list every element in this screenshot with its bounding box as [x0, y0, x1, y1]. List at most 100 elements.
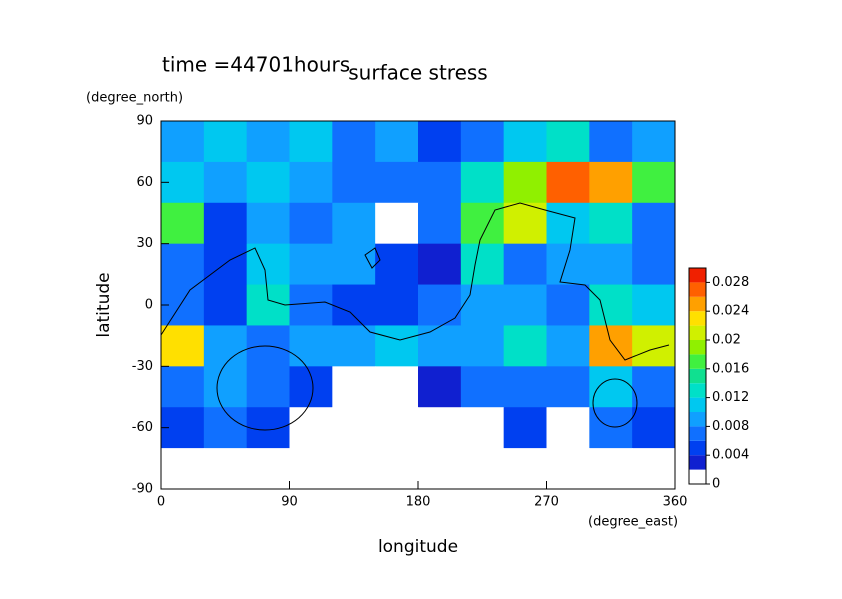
cell	[203, 448, 248, 490]
cell	[632, 202, 676, 245]
chart-title: surface stress	[348, 61, 487, 85]
cell	[546, 325, 590, 367]
colorbar-swatch	[689, 340, 706, 355]
colorbar-swatch	[689, 469, 706, 484]
colorbar-tick-label: 0.028	[712, 275, 749, 290]
colorbar-swatch	[689, 325, 706, 340]
cell	[246, 161, 290, 204]
cell	[332, 325, 376, 367]
cell	[632, 121, 676, 163]
cell	[460, 448, 505, 490]
y-tick-label: 60	[136, 175, 153, 190]
x-tick-label: 360	[663, 495, 688, 510]
x-unit: (degree_east)	[588, 515, 678, 530]
cell	[246, 407, 290, 449]
colorbar-swatch	[689, 426, 706, 441]
cell	[418, 284, 462, 326]
cell	[289, 243, 333, 286]
cell	[632, 366, 676, 408]
colorbar-swatch	[689, 368, 706, 384]
colorbar-tick-label: 0	[712, 477, 720, 492]
cell	[203, 202, 248, 245]
cell	[203, 243, 248, 286]
cell	[332, 448, 376, 490]
cell	[589, 448, 633, 490]
x-axis-label: longitude	[378, 537, 458, 557]
cell	[332, 366, 376, 408]
cell	[503, 202, 547, 245]
cell	[503, 407, 547, 449]
cell	[246, 448, 290, 490]
y-tick-label: 0	[145, 298, 153, 313]
cell	[503, 366, 547, 408]
cell	[332, 121, 376, 163]
y-unit: (degree_north)	[86, 91, 183, 106]
cell	[375, 325, 419, 367]
cell	[332, 161, 376, 204]
cell	[546, 161, 590, 204]
cell	[375, 407, 419, 449]
cell	[589, 366, 633, 408]
cell	[460, 121, 505, 163]
cell	[375, 366, 419, 408]
cell	[460, 284, 505, 326]
colorbar-frame	[688, 267, 707, 485]
cell	[375, 161, 419, 204]
coastline	[364, 247, 381, 269]
cell	[203, 407, 248, 449]
cell	[203, 161, 248, 204]
colorbar-tick-label: 0.02	[712, 333, 741, 348]
cell	[546, 366, 590, 408]
cell	[246, 243, 290, 286]
cell	[161, 325, 205, 367]
y-tick-label: -30	[132, 359, 153, 374]
x-tick-label: 90	[281, 495, 298, 510]
cell	[375, 448, 419, 490]
cell	[503, 161, 547, 204]
cell	[632, 448, 676, 490]
cell	[546, 284, 590, 326]
cell	[203, 325, 248, 367]
cell	[289, 284, 333, 326]
cell	[375, 243, 419, 286]
cell	[289, 366, 333, 408]
coastline	[160, 202, 670, 361]
cell	[246, 121, 290, 163]
cell	[632, 407, 676, 449]
cell	[161, 366, 205, 408]
cell	[203, 284, 248, 326]
cell	[418, 448, 462, 490]
colorbar-tick-label: 0.004	[712, 448, 749, 463]
cell	[332, 284, 376, 326]
x-tick-label: 0	[157, 495, 165, 510]
y-tick-label: -90	[132, 482, 153, 497]
colorbar-swatch	[689, 354, 706, 369]
colorbar-swatch	[689, 440, 706, 456]
cell	[589, 407, 633, 449]
colorbar-swatch	[689, 268, 706, 283]
cell	[418, 325, 462, 367]
cell	[161, 448, 205, 490]
cell	[546, 448, 590, 490]
cell	[589, 325, 633, 367]
cell	[418, 407, 462, 449]
coastline	[592, 378, 638, 428]
cell	[375, 202, 419, 245]
cell	[546, 202, 590, 245]
cell	[503, 121, 547, 163]
cell	[375, 121, 419, 163]
cell	[632, 284, 676, 326]
colorbar-swatch	[689, 296, 706, 312]
colorbar-swatch	[689, 311, 706, 326]
cell	[332, 202, 376, 245]
y-tick-label: 30	[136, 236, 153, 251]
colorbar-swatch	[689, 455, 706, 470]
y-tick-label: -60	[132, 420, 153, 435]
colorbar-tick-label: 0.012	[712, 390, 749, 405]
time-label: time =44701hours	[162, 53, 350, 77]
colorbar-swatch	[689, 282, 706, 297]
cell	[246, 284, 290, 326]
cell	[161, 121, 205, 163]
cell	[161, 202, 205, 245]
